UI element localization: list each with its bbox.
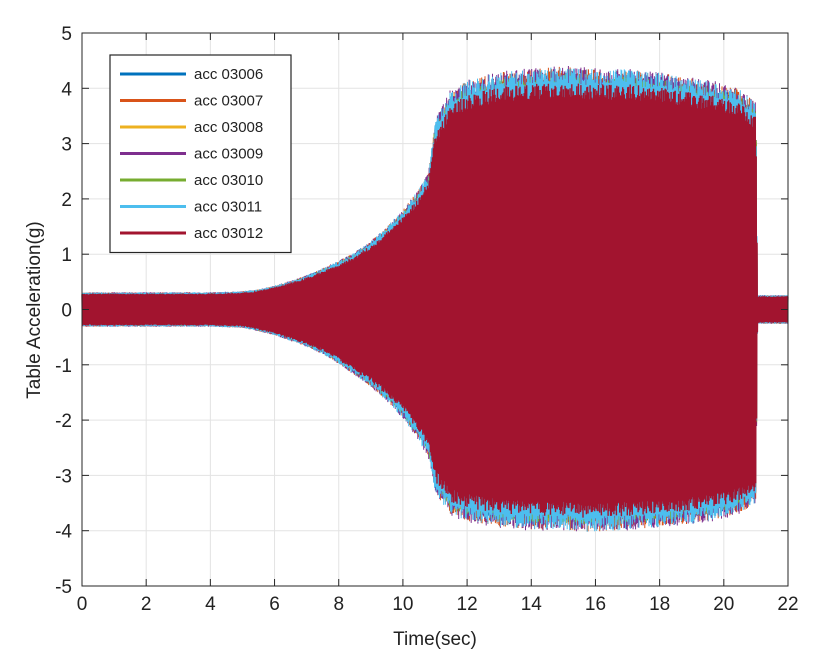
x-axis-label: Time(sec) bbox=[393, 629, 477, 650]
legend-label: acc 03009 bbox=[194, 146, 263, 163]
x-tick-label: 22 bbox=[777, 594, 798, 615]
x-tick-label: 12 bbox=[457, 594, 478, 615]
x-tick-label: 14 bbox=[521, 594, 543, 615]
y-tick-label: 3 bbox=[61, 135, 72, 156]
y-tick-label: -2 bbox=[55, 411, 72, 432]
x-tick-label: 10 bbox=[392, 594, 413, 615]
y-tick-label: 5 bbox=[61, 24, 72, 45]
series-group bbox=[81, 65, 789, 532]
x-tick-label: 16 bbox=[585, 594, 606, 615]
y-tick-label: 0 bbox=[61, 301, 72, 322]
legend-label: acc 03006 bbox=[194, 66, 263, 83]
x-tick-label: 20 bbox=[713, 594, 734, 615]
x-tick-label: 8 bbox=[333, 594, 344, 615]
y-tick-label: 2 bbox=[61, 190, 72, 211]
series-line-acc-03011 bbox=[81, 67, 789, 532]
legend-label: acc 03011 bbox=[194, 199, 262, 216]
x-tick-label: 18 bbox=[649, 594, 670, 615]
y-tick-label: 4 bbox=[61, 79, 72, 100]
y-tick-label: 1 bbox=[61, 245, 72, 266]
y-tick-label: -3 bbox=[55, 466, 72, 487]
x-tick-label: 4 bbox=[205, 594, 216, 615]
x-tick-label: 2 bbox=[141, 594, 152, 615]
legend-label: acc 03012 bbox=[194, 225, 263, 242]
y-tick-label: -5 bbox=[55, 577, 72, 598]
x-tick-label: 0 bbox=[77, 594, 88, 615]
legend-label: acc 03008 bbox=[194, 119, 263, 136]
y-tick-label: -4 bbox=[55, 522, 72, 543]
legend: acc 03006 acc 03007 acc 03008 acc 03009 acc … bbox=[109, 54, 292, 254]
x-tick-label: 6 bbox=[269, 594, 280, 615]
legend-label: acc 03010 bbox=[194, 172, 263, 189]
legend-label: acc 03007 bbox=[194, 93, 263, 110]
y-axis-label: Table Acceleration(g) bbox=[24, 221, 45, 398]
y-tick-label: -1 bbox=[55, 356, 72, 377]
series-line-acc-03012 bbox=[81, 83, 789, 518]
